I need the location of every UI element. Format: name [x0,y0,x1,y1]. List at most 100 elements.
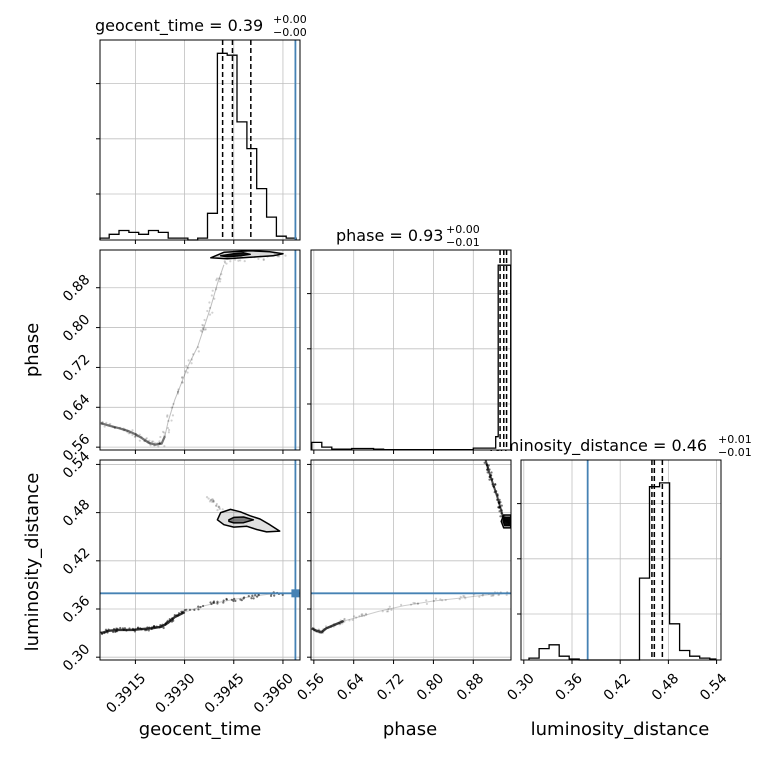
density-point [358,615,361,618]
density-point [284,254,287,257]
density-point [254,594,257,597]
density-point [210,500,214,503]
panel-frame [520,459,722,661]
density-point [234,599,237,602]
panel-luminosity_distance-vs-luminosity_distance [517,459,722,664]
density-point [213,297,216,300]
density-point [218,277,221,280]
density-point [273,594,276,597]
x-axis-label-phase: phase [383,719,437,740]
density-point [216,600,219,603]
density-point [317,628,320,631]
density-point [103,425,106,428]
density-point [251,594,254,597]
density-point [197,605,200,608]
density-point [220,273,223,276]
density-point [492,594,495,597]
density-point [159,435,162,439]
density-point [225,598,228,601]
x-axis-label-geocent-time: geocent_time [139,719,262,740]
density-point [360,613,363,616]
density-point [225,262,228,265]
density-point [157,445,160,448]
panel-luminosity_distance-vs-phase [307,459,512,664]
density-point [488,478,491,481]
density-point [208,500,212,503]
density-point [201,323,204,327]
density-point [203,318,206,322]
density-point [269,594,273,598]
title-luminosity-distance-sup: +0.01 [718,433,752,446]
density-point [439,598,442,601]
density-point [417,602,420,605]
density-point [183,609,186,612]
density-point [193,608,196,611]
density-point [170,406,173,409]
density-point [162,626,165,630]
density-point [131,429,134,432]
density-point [252,597,255,600]
density-point [363,614,366,617]
density-point [153,624,156,628]
density-point [240,599,243,602]
density-point [221,508,224,511]
density-point [462,594,465,598]
panel-background [100,40,300,240]
density-point [216,509,219,512]
density-point [500,504,503,507]
title-luminosity-distance-main: luminosity_distance = 0.46 [489,436,707,456]
density-point [109,422,112,426]
density-point [343,618,346,621]
density-point [105,421,108,424]
histogram-phase [311,264,512,451]
density-point [211,311,214,314]
title-phase: phase = 0.93 +0.00 −0.01 [336,223,480,249]
title-luminosity-distance: luminosity_distance = 0.46 +0.01 −0.01 [489,433,752,459]
density-point [348,619,351,622]
density-point [167,419,170,423]
density-point [212,500,215,503]
density-point [497,593,500,597]
density-point [171,414,175,417]
density-point [478,595,481,598]
density-point [256,595,259,598]
density-point [365,613,368,616]
density-point [148,439,151,442]
density-point [212,499,215,503]
density-point [400,603,403,606]
title-geocent-time-main: geocent_time = 0.39 [95,16,263,36]
panel-frame [99,459,301,661]
density-point [257,257,260,261]
density-point [262,258,265,262]
density-point [186,371,189,374]
truth-marker [291,589,300,598]
density-band [100,422,166,446]
panel-frame [310,249,512,451]
density-point [152,440,155,443]
title-phase-sub: −0.01 [446,236,480,249]
panel-phase-vs-phase [307,249,512,454]
density-point [211,289,214,292]
density-point [217,505,220,508]
density-point [208,313,212,316]
density-point [150,440,154,443]
density-point [381,610,384,613]
density-point [222,601,225,604]
density-point [223,260,226,263]
density-point [138,433,141,436]
density-point [177,388,180,391]
density-point [212,499,215,502]
panel-frame [310,459,512,661]
density-point [190,358,193,361]
density-point [131,433,134,437]
density-point [187,359,190,362]
density-point [458,598,461,601]
x-axis-label-luminosity-distance: luminosity_distance [531,719,710,740]
density-point [204,328,207,331]
density-point [387,607,390,611]
density-point [242,597,245,600]
density-point [218,506,221,509]
density-point [163,431,166,434]
contour-inner [219,252,251,258]
